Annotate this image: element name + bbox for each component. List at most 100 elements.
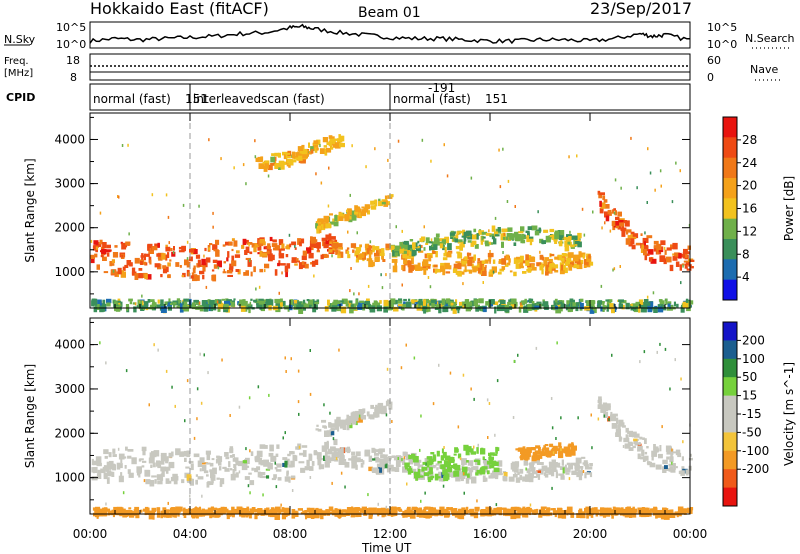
velocity-data-cell	[183, 450, 188, 457]
power-data-cell	[506, 200, 509, 203]
velocity-data-cell	[250, 451, 254, 456]
velocity-data-cell	[235, 472, 239, 478]
velocity-data-cell	[436, 450, 440, 457]
power-data-cell	[167, 262, 171, 267]
velocity-data-cell	[625, 434, 629, 439]
power-data-cell	[221, 298, 226, 301]
power-data-cell	[613, 267, 616, 271]
power-data-cell	[461, 260, 467, 265]
velocity-data-cell	[330, 428, 335, 436]
velocity-data-cell	[237, 507, 244, 512]
velocity-data-cell	[638, 442, 641, 446]
power-data-cell	[436, 243, 441, 246]
power-data-cell	[459, 244, 463, 251]
power-data-cell	[308, 304, 312, 309]
velocity-data-cell	[334, 448, 340, 452]
power-data-cell	[339, 135, 345, 142]
velocity-data-cell	[632, 508, 638, 512]
power-data-cell	[141, 294, 143, 298]
velocity-data-cell	[598, 398, 602, 406]
velocity-data-cell	[284, 476, 291, 482]
velocity-data-cell	[542, 510, 547, 517]
velocity-ylabel: Slant Range [km]	[23, 364, 37, 468]
power-data-cell	[667, 301, 672, 305]
power-data-cell	[657, 306, 664, 313]
velocity-data-cell	[138, 458, 142, 462]
velocity-data-cell	[653, 444, 656, 451]
velocity-data-cell	[683, 508, 687, 514]
power-data-cell	[632, 234, 638, 237]
power-data-cell	[253, 266, 256, 273]
power-data-cell	[557, 254, 563, 261]
velocity-data-cell	[107, 470, 112, 477]
power-data-cell	[274, 245, 281, 251]
power-data-cell	[423, 247, 426, 251]
velocity-data-cell	[317, 452, 320, 460]
power-data-cell	[435, 239, 440, 245]
power-data-cell	[391, 258, 398, 263]
power-data-cell	[355, 247, 362, 252]
power-data-cell	[571, 235, 578, 240]
power-data-cell	[357, 206, 360, 209]
power-data-cell	[312, 306, 317, 313]
velocity-data-cell	[339, 422, 344, 429]
power-data-cell	[278, 253, 285, 259]
power-data-cell	[337, 253, 341, 259]
velocity-data-cell	[569, 510, 572, 515]
velocity-data-cell	[143, 479, 146, 483]
velocity-data-cell	[428, 458, 435, 462]
velocity-data-cell	[455, 474, 461, 482]
power-data-cell	[103, 271, 109, 274]
power-data-cell	[249, 259, 251, 263]
velocity-data-cell	[246, 506, 250, 514]
power-data-cell	[570, 262, 574, 266]
power-data-cell	[613, 211, 616, 215]
velocity-data-cell	[533, 461, 539, 464]
power-data-cell	[194, 299, 198, 303]
velocity-data-cell	[195, 479, 198, 485]
velocity-data-cell	[203, 353, 205, 357]
power-data-cell	[643, 248, 647, 256]
velocity-data-cell	[446, 507, 450, 511]
power-data-cell	[354, 211, 359, 215]
power-data-cell	[161, 253, 166, 260]
velocity-data-cell	[553, 469, 558, 472]
power-data-cell	[191, 302, 196, 310]
power-data-cell	[202, 265, 206, 272]
velocity-data-cell	[556, 341, 558, 345]
velocity-data-cell	[120, 459, 123, 464]
velocity-data-cell	[339, 455, 345, 460]
velocity-data-cell	[651, 450, 658, 457]
power-data-cell	[315, 172, 317, 176]
power-data-cell	[452, 307, 457, 314]
velocity-colorbar-segment	[723, 395, 737, 415]
velocity-data-cell	[548, 461, 552, 464]
power-data-cell	[140, 261, 143, 265]
velocity-data-cell	[191, 511, 196, 519]
velocity-data-cell	[219, 481, 223, 487]
power-data-cell	[167, 302, 172, 307]
velocity-data-cell	[385, 400, 390, 407]
power-data-cell	[403, 250, 407, 253]
velocity-data-cell	[458, 509, 462, 516]
power-data-cell	[521, 239, 526, 244]
power-data-cell	[653, 240, 659, 245]
velocity-data-cell	[541, 449, 545, 454]
velocity-data-cell	[471, 466, 478, 471]
power-data-cell	[491, 233, 496, 240]
velocity-data-cell	[297, 369, 300, 373]
velocity-data-cell	[552, 465, 557, 472]
power-data-cell	[528, 298, 534, 304]
velocity-data-cell	[326, 509, 330, 516]
velocity-data-cell	[186, 379, 189, 383]
velocity-colorbar-segment	[723, 432, 737, 452]
power-data-cell	[467, 233, 473, 240]
power-data-cell	[157, 299, 160, 304]
power-data-cell	[641, 302, 647, 307]
velocity-data-cell	[352, 510, 355, 515]
power-data-cell	[423, 268, 427, 275]
x-tick-label: 20:00	[573, 527, 608, 541]
velocity-data-cell	[603, 414, 606, 418]
velocity-data-cell	[639, 507, 644, 514]
velocity-data-cell	[284, 507, 290, 512]
